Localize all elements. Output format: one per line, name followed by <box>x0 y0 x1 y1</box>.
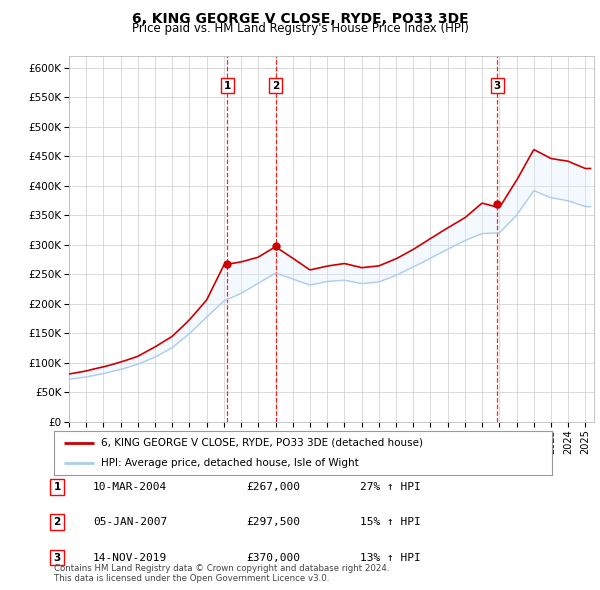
Text: 6, KING GEORGE V CLOSE, RYDE, PO33 3DE (detached house): 6, KING GEORGE V CLOSE, RYDE, PO33 3DE (… <box>101 438 424 448</box>
Text: 1: 1 <box>224 81 231 90</box>
Text: 6, KING GEORGE V CLOSE, RYDE, PO33 3DE: 6, KING GEORGE V CLOSE, RYDE, PO33 3DE <box>131 12 469 26</box>
Text: 2: 2 <box>272 81 280 90</box>
Text: 2: 2 <box>53 517 61 527</box>
Text: 10-MAR-2004: 10-MAR-2004 <box>93 482 167 491</box>
Text: 15% ↑ HPI: 15% ↑ HPI <box>360 517 421 527</box>
Text: HPI: Average price, detached house, Isle of Wight: HPI: Average price, detached house, Isle… <box>101 458 359 468</box>
Text: £297,500: £297,500 <box>246 517 300 527</box>
Text: 14-NOV-2019: 14-NOV-2019 <box>93 553 167 562</box>
Text: Price paid vs. HM Land Registry's House Price Index (HPI): Price paid vs. HM Land Registry's House … <box>131 22 469 35</box>
Text: £370,000: £370,000 <box>246 553 300 562</box>
Text: 05-JAN-2007: 05-JAN-2007 <box>93 517 167 527</box>
Text: 13% ↑ HPI: 13% ↑ HPI <box>360 553 421 562</box>
Text: £267,000: £267,000 <box>246 482 300 491</box>
Text: 27% ↑ HPI: 27% ↑ HPI <box>360 482 421 491</box>
Text: 3: 3 <box>53 553 61 562</box>
Text: 3: 3 <box>493 81 501 90</box>
Text: 1: 1 <box>53 482 61 491</box>
Text: Contains HM Land Registry data © Crown copyright and database right 2024.
This d: Contains HM Land Registry data © Crown c… <box>54 563 389 583</box>
